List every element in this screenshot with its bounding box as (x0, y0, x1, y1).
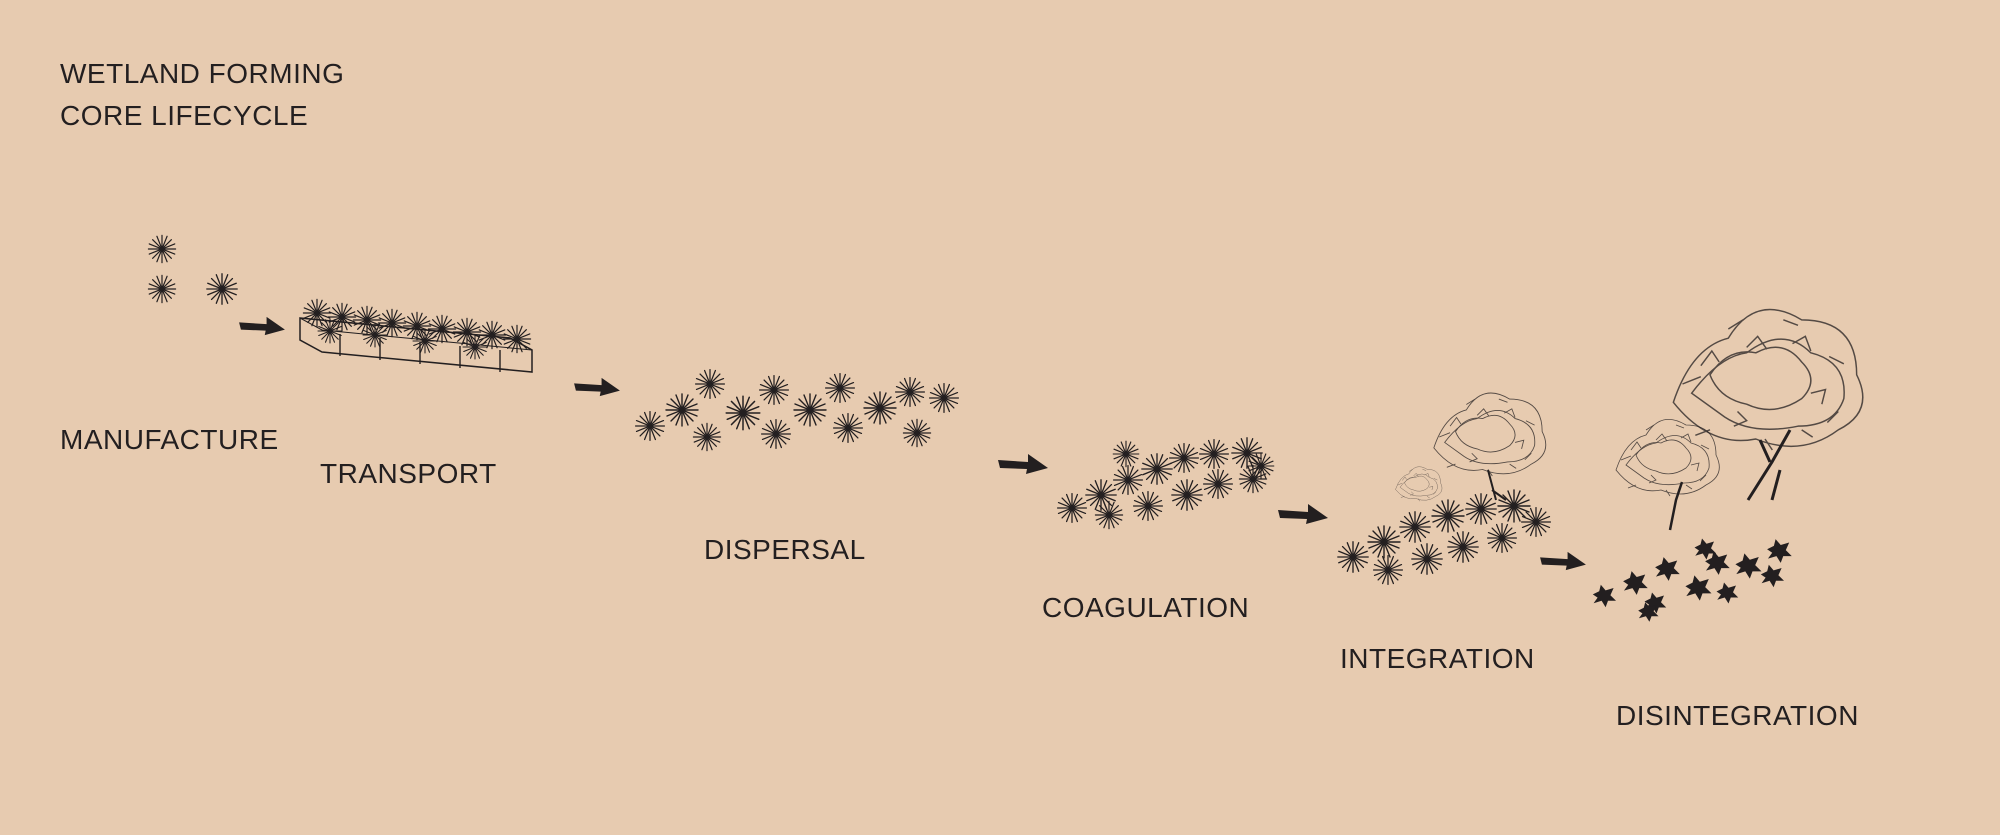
arrow-icon (1278, 504, 1328, 524)
stage-label-transport: TRANSPORT (320, 458, 497, 489)
stage-label-dispersal: DISPERSAL (704, 534, 866, 565)
arrow-icon (574, 377, 620, 397)
manufacture-cores-illustration (147, 234, 238, 305)
stage-label-disintegration: DISINTEGRATION (1616, 700, 1859, 731)
stage-label-integration: INTEGRATION (1340, 643, 1535, 674)
disintegration-forest-illustration (1592, 308, 1864, 622)
arrow-icon (998, 454, 1048, 474)
arrow-icon (239, 316, 285, 336)
dispersal-cores-illustration (634, 368, 960, 452)
stage-label-manufacture: MANUFACTURE (60, 424, 279, 455)
title-line-2: CORE LIFECYCLE (60, 100, 309, 131)
stage-label-coagulation: COAGULATION (1042, 592, 1250, 623)
integration-growth-illustration (1337, 392, 1552, 586)
title-line-1: WETLAND FORMING (60, 58, 345, 89)
coagulation-mat-illustration (1056, 437, 1275, 530)
arrow-icon (1540, 551, 1586, 571)
transport-pallet-illustration (299, 298, 533, 373)
